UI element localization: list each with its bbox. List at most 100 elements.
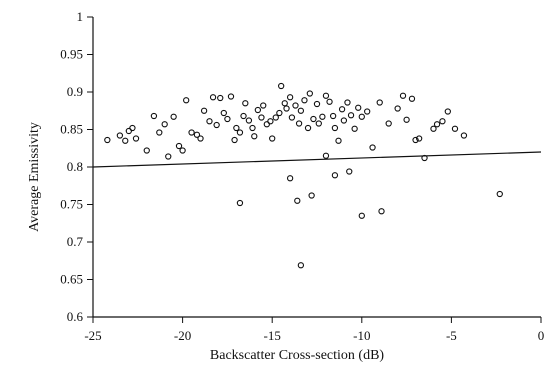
x-tick-label: -20 [174, 328, 191, 343]
data-point [444, 108, 451, 115]
data-point [355, 104, 362, 111]
data-point [403, 116, 410, 123]
data-point [399, 92, 407, 99]
data-point [292, 102, 299, 109]
data-point [310, 115, 317, 123]
data-point [188, 129, 195, 136]
reference-line [92, 151, 542, 168]
data-point [421, 154, 428, 162]
data-point [315, 120, 322, 127]
data-point [496, 190, 503, 198]
axes: 0.6 0.65 0.7 0.75 0.8 0.85 0.9 0.95 1 -25 -20 -15 -1… [60, 9, 544, 343]
data-point [301, 97, 308, 104]
data-point [351, 125, 358, 132]
data-point [217, 94, 224, 102]
data-point [460, 132, 468, 139]
data-point [286, 94, 294, 101]
data-point [260, 102, 267, 109]
data-point [346, 168, 353, 175]
data-point [240, 112, 247, 120]
data-point [358, 113, 365, 120]
data-point [319, 113, 326, 120]
data-point [179, 147, 186, 154]
data-point [249, 124, 256, 132]
data-point [224, 115, 231, 123]
data-point [220, 109, 227, 117]
data-point [283, 105, 290, 112]
data-point [206, 118, 213, 125]
x-tick-label: 0 [538, 328, 545, 343]
data-point [183, 97, 190, 104]
data-point [254, 106, 262, 114]
data-point [233, 124, 240, 132]
data-point [200, 107, 208, 114]
data-point [267, 118, 274, 125]
data-point [306, 90, 313, 97]
data-point [364, 108, 371, 115]
data-point [338, 106, 346, 113]
data-point [122, 137, 129, 144]
data-point [451, 125, 459, 132]
data-point [344, 99, 351, 106]
data-point [104, 136, 111, 144]
data-point [132, 135, 140, 142]
data-point [213, 121, 220, 129]
x-tick-label: -15 [264, 328, 281, 343]
data-point [347, 112, 355, 119]
data-point [295, 120, 303, 127]
y-tick-label: 0.7 [67, 234, 84, 249]
y-tick-label: 0.85 [60, 122, 83, 137]
data-point [116, 132, 124, 139]
data-point [165, 153, 172, 160]
data-point [369, 144, 376, 151]
data-point [376, 99, 383, 106]
data-point [394, 105, 401, 112]
data-point [125, 127, 132, 135]
data-point [197, 135, 204, 142]
y-tick-label: 0.6 [67, 309, 84, 324]
data-point [433, 121, 441, 128]
data-point [281, 100, 288, 107]
data-point [308, 192, 315, 199]
data-point [378, 208, 385, 215]
data-point [313, 100, 321, 108]
y-tick-label: 0.75 [60, 197, 83, 212]
data-point [415, 135, 423, 142]
data-point [297, 262, 305, 269]
data-point [156, 129, 163, 136]
data-point [322, 152, 330, 159]
data-point [331, 172, 339, 179]
data-point [276, 109, 283, 117]
data-point [329, 112, 337, 120]
data-point [269, 135, 276, 142]
data-point [288, 114, 296, 121]
data-point [278, 82, 285, 90]
data-point [129, 124, 136, 132]
data-point [170, 113, 177, 120]
data-point [294, 197, 301, 204]
data-points [104, 82, 503, 269]
data-point [263, 121, 270, 128]
x-tick-label: -25 [84, 328, 101, 343]
data-point [245, 117, 253, 124]
data-point [331, 124, 339, 132]
y-tick-label: 0.9 [67, 84, 83, 99]
data-point [227, 93, 235, 100]
data-point [242, 100, 249, 107]
data-point [430, 125, 437, 132]
data-point [439, 118, 446, 125]
x-tick-label: -5 [446, 328, 457, 343]
data-point [193, 131, 201, 138]
data-point [340, 117, 348, 124]
y-axis-title: Average Emissivity [27, 122, 42, 232]
data-point [408, 95, 416, 102]
y-tick-label: 1 [77, 9, 84, 24]
data-point [326, 98, 333, 105]
x-tick-label: -10 [353, 328, 370, 343]
data-point [385, 120, 392, 127]
data-point [412, 136, 419, 144]
data-point [286, 175, 294, 182]
data-point [143, 147, 150, 154]
data-point [335, 137, 342, 144]
